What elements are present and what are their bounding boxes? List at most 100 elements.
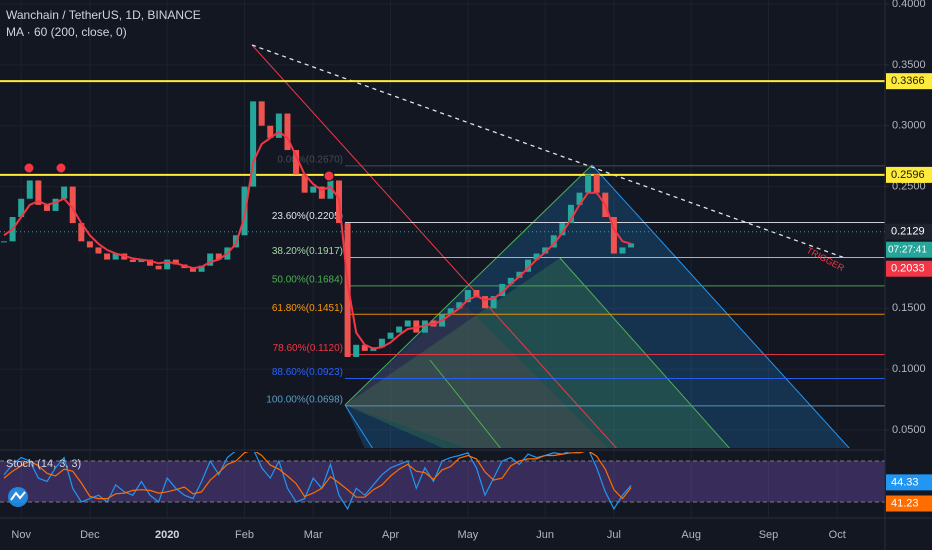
y-tick-label: 0.2500 [892,180,926,192]
candle [18,198,25,217]
fib-fan-red [345,300,608,448]
candle [456,302,463,309]
x-tick-label: May [457,529,478,541]
candle [258,101,265,126]
candle [164,259,171,270]
fib-label: 50.00%(0.1684) [272,275,343,286]
candle [35,180,42,205]
candle [585,174,592,193]
fib-label: 61.80%(0.1451) [272,303,343,314]
ma-line [3,130,632,350]
candle [576,192,583,205]
y-tick-label: 0.0500 [892,424,926,436]
y-tick-label: 0.3000 [892,120,926,132]
stoch-line [3,452,632,500]
candle [413,320,420,333]
event-marker [23,162,35,174]
candle [318,186,325,199]
candle [1,241,7,243]
x-tick-label: Mar [304,529,323,541]
stoch-value-box [886,474,932,491]
stoch-pane [0,452,885,511]
candle [189,268,196,272]
price-label-box [886,166,932,183]
candle [198,265,205,272]
candle [464,290,471,303]
countdown: 07:27:41 [888,244,927,255]
fan-line [429,359,502,448]
grid [0,0,885,518]
stoch-value: 41.23 [891,497,919,509]
axes: 0.0500 0.1000 0.1500 0.2500 0.3000 0.3500 0.40… [11,0,932,541]
candle [473,290,480,297]
candle [619,247,626,254]
x-tick-label: Jul [607,529,621,541]
x-tick-label: Jun [536,529,554,541]
price-label: 0.2596 [891,169,925,181]
candle [250,101,257,187]
stoch-band [0,460,885,503]
candle [593,174,600,193]
y-tick-label: 0.4000 [892,0,926,10]
price-pane: 0.00%(0.2670) 23.60%(0.2205) 38.20%(0.1917… [0,80,885,407]
x-tick-label: Dec [80,529,100,541]
stoch-label: Stoch (14, 3, 3) [6,458,81,470]
candle [490,296,497,309]
x-tick-label: Nov [11,529,31,541]
candle [275,113,282,138]
candle [155,265,162,270]
candle [516,271,523,278]
fib-fan-green [345,258,730,448]
price-label: 0.3366 [891,75,925,87]
chart-title: Wanchain / TetherUS, 1D, BINANCE [6,8,201,22]
candle [104,253,111,260]
stoch-value-box [886,495,932,512]
candle [550,235,557,248]
y-tick-label: 0.3500 [892,59,926,71]
candle [542,247,549,254]
candle [421,320,428,333]
last-price-box [886,260,932,277]
fib-label: 78.60%(0.1120) [273,343,343,354]
event-marker [323,170,335,182]
candle [147,259,154,266]
price-label: 0.2129 [891,226,925,238]
candle [610,217,617,254]
candle [207,253,214,266]
fib-label: 23.60%(0.2205) [272,211,343,222]
candle [43,204,50,211]
fan-line [559,257,730,448]
y-tick-label: 0.1000 [892,363,926,375]
candle [61,186,68,199]
countdown-box [886,241,932,258]
candle [524,259,531,272]
stoch-value: 44.33 [891,476,919,488]
candle [69,186,76,224]
candle [284,113,291,151]
y-tick-label: 0.1500 [892,302,926,314]
candle [52,198,59,211]
x-tick-label: Sep [759,529,779,541]
candle [138,259,145,263]
candle [344,223,351,357]
x-tick-label: Feb [235,529,254,541]
last-price: 0.2033 [891,263,925,275]
candle [215,253,222,260]
candle [353,344,360,357]
candle [78,223,85,242]
stoch-line [3,452,632,511]
candle [507,277,514,284]
candle [387,332,394,339]
candle [378,338,385,348]
fib-label: 0.00%(0.2670) [277,155,343,166]
price-label-box [886,223,932,240]
candle [482,296,489,309]
fib-fan-blue [345,165,850,448]
candle [533,253,540,260]
candle [26,180,33,199]
candle [267,125,274,138]
candle [301,174,308,193]
fan-line [591,164,850,448]
